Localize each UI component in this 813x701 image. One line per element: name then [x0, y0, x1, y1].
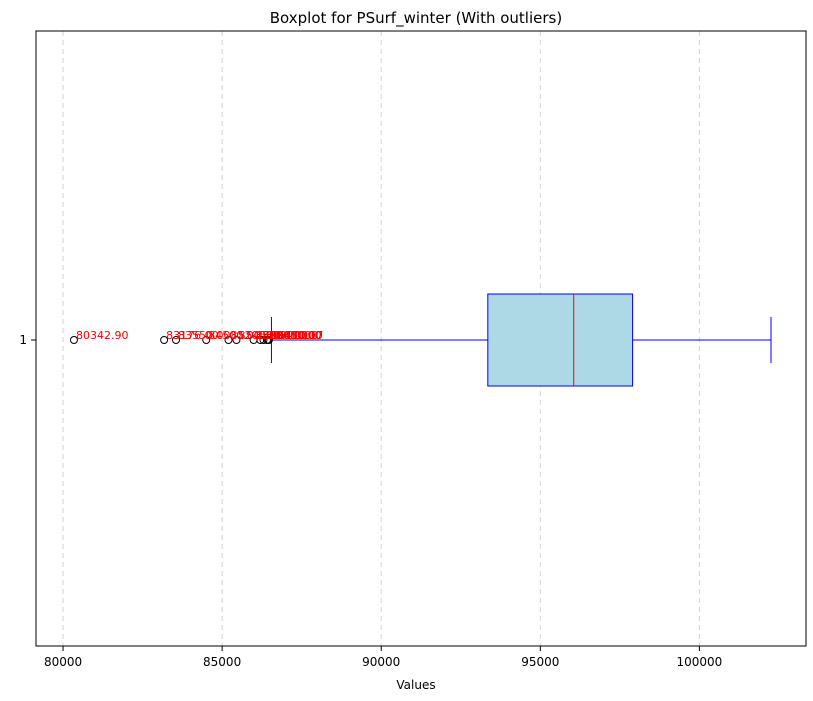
x-tick-label: 85000	[203, 655, 241, 669]
outlier-label: 86200.00	[262, 329, 315, 342]
axes: 80000 85000 90000 95000 100000 1	[19, 333, 722, 669]
outlier-point	[224, 336, 233, 344]
outlier-point	[232, 336, 241, 344]
plot-frame	[35, 30, 807, 647]
outlier-label: 86410.00	[269, 329, 322, 342]
outlier-point	[160, 336, 169, 344]
outlier-point	[172, 336, 180, 344]
x-tick-label: 95000	[521, 655, 559, 669]
outlier-point	[202, 336, 211, 344]
outlier-label: 86300.00	[266, 329, 319, 342]
outlier-label: 85200.00	[231, 329, 284, 342]
outlier-label: 80342.90	[76, 329, 128, 342]
x-tick-label: 90000	[362, 655, 400, 669]
outliers: 80342.90 83176.0083550.0084500.0085200.00…	[69, 329, 324, 344]
box-plot	[270, 293, 772, 387]
outlier-label: 85990.00	[256, 329, 308, 342]
outlier-label: 85450.00	[238, 329, 290, 342]
outlier-label: 86450.00	[270, 329, 323, 342]
outlier-label: 84500.00	[208, 329, 261, 342]
outlier-label: 83176.00	[166, 329, 219, 342]
y-tick-label: 1	[19, 333, 27, 347]
outlier-point	[259, 336, 268, 344]
chart-title: Boxplot for PSurf_winter (With outliers)	[270, 9, 562, 28]
x-tick-label: 80000	[44, 655, 82, 669]
outlier-label: 86470.17	[271, 329, 324, 342]
x-tick-label: 100000	[677, 655, 723, 669]
outlier-label: 83550.00	[178, 329, 231, 342]
outlier-point	[69, 336, 78, 344]
outlier-point	[264, 336, 273, 344]
box-iqr	[487, 293, 634, 387]
x-axis-label: Values	[396, 678, 435, 692]
